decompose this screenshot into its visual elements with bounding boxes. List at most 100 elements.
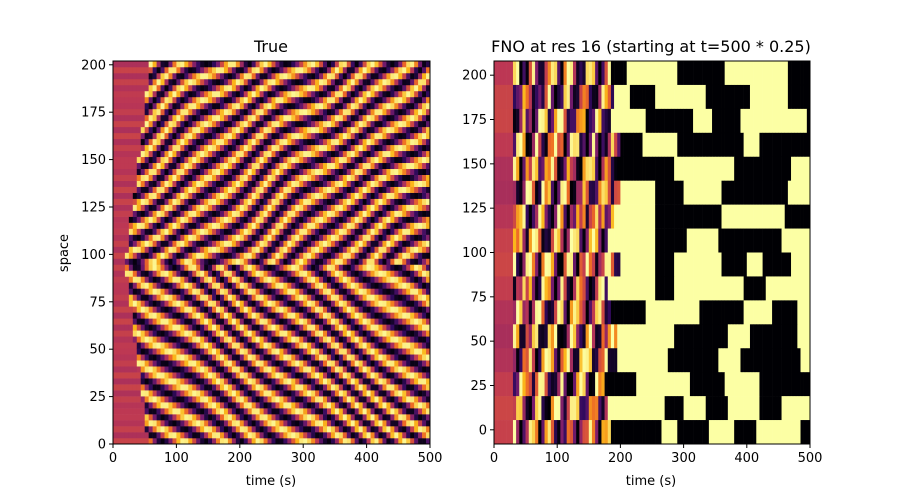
true-heatmap-cell — [204, 270, 208, 276]
true-heatmap-cell — [268, 324, 272, 330]
true-heatmap-cell — [172, 217, 176, 223]
true-heatmap-cell — [315, 241, 319, 247]
true-heatmap-cell — [121, 79, 125, 85]
true-heatmap-cell — [359, 127, 363, 133]
true-heatmap-cell — [121, 300, 125, 306]
true-heatmap-cell — [216, 163, 220, 169]
true-heatmap-cell — [165, 199, 169, 205]
true-heatmap-cell — [311, 139, 315, 145]
true-heatmap-cell — [367, 420, 371, 426]
true-heatmap-cell — [133, 342, 137, 348]
true-heatmap-cell — [291, 193, 295, 199]
true-heatmap-cell — [287, 217, 291, 223]
true-heatmap-cell — [232, 169, 236, 175]
true-heatmap-cell — [331, 420, 335, 426]
true-heatmap-cell — [141, 408, 145, 414]
true-heatmap-cell — [268, 384, 272, 390]
true-heatmap-cell — [418, 432, 422, 438]
true-heatmap-cell — [224, 145, 228, 151]
true-heatmap-cell — [347, 229, 351, 235]
true-heatmap-cell — [319, 366, 323, 372]
true-heatmap-cell — [208, 420, 212, 426]
true-heatmap-cell — [283, 294, 287, 300]
true-heatmap-cell — [149, 247, 153, 253]
true-heatmap-cell — [291, 211, 295, 217]
true-heatmap-cell — [268, 91, 272, 97]
true-heatmap-cell — [216, 103, 220, 109]
true-heatmap-cell — [212, 390, 216, 396]
true-heatmap-cell — [371, 115, 375, 121]
true-heatmap-cell — [406, 67, 410, 73]
true-heatmap-cell — [398, 109, 402, 115]
true-heatmap-cell — [291, 342, 295, 348]
true-heatmap-cell — [291, 282, 295, 288]
true-heatmap-cell — [275, 169, 279, 175]
true-heatmap-cell — [375, 205, 379, 211]
true-heatmap-cell — [192, 163, 196, 169]
true-heatmap-cell — [248, 85, 252, 91]
true-heatmap-cell — [382, 396, 386, 402]
true-heatmap-cell — [196, 205, 200, 211]
true-heatmap-cell — [113, 157, 117, 163]
true-heatmap-cell — [283, 181, 287, 187]
true-heatmap-cell — [176, 420, 180, 426]
true-heatmap-cell — [398, 175, 402, 181]
true-heatmap-cell — [129, 300, 133, 306]
true-heatmap-cell — [327, 145, 331, 151]
true-heatmap-cell — [224, 270, 228, 276]
true-heatmap-cell — [351, 91, 355, 97]
true-heatmap-cell — [339, 67, 343, 73]
true-heatmap-cell — [327, 229, 331, 235]
true-heatmap-cell — [184, 282, 188, 288]
true-heatmap-cell — [264, 366, 268, 372]
true-heatmap-cell — [188, 336, 192, 342]
true-heatmap-cell — [133, 187, 137, 193]
true-heatmap-cell — [275, 187, 279, 193]
true-heatmap-cell — [327, 330, 331, 336]
true-heatmap-cell — [232, 306, 236, 312]
true-heatmap-cell — [212, 318, 216, 324]
true-heatmap-cell — [363, 247, 367, 253]
true-heatmap-cell — [200, 426, 204, 432]
true-heatmap-cell — [196, 270, 200, 276]
true-heatmap-cell — [133, 199, 137, 205]
true-heatmap-cell — [129, 235, 133, 241]
true-heatmap-cell — [378, 420, 382, 426]
true-heatmap-cell — [244, 408, 248, 414]
true-heatmap-cell — [157, 205, 161, 211]
true-heatmap-cell — [303, 282, 307, 288]
true-heatmap-cell — [176, 163, 180, 169]
true-heatmap-cell — [414, 121, 418, 127]
true-heatmap-cell — [256, 324, 260, 330]
true-heatmap-cell — [196, 276, 200, 282]
true-heatmap-cell — [418, 336, 422, 342]
true-heatmap-cell — [339, 294, 343, 300]
true-heatmap-cell — [153, 330, 157, 336]
true-heatmap-cell — [252, 384, 256, 390]
true-heatmap-cell — [279, 342, 283, 348]
true-heatmap-cell — [256, 229, 260, 235]
true-heatmap-cell — [125, 145, 129, 151]
true-heatmap-cell — [220, 348, 224, 354]
true-heatmap-cell — [224, 235, 228, 241]
true-heatmap-cell — [204, 342, 208, 348]
true-heatmap-cell — [172, 241, 176, 247]
true-heatmap-cell — [367, 73, 371, 79]
true-heatmap-cell — [161, 211, 165, 217]
true-heatmap-cell — [260, 199, 264, 205]
true-heatmap-cell — [275, 97, 279, 103]
true-heatmap-cell — [256, 79, 260, 85]
true-heatmap-cell — [359, 384, 363, 390]
true-heatmap-cell — [275, 61, 279, 67]
true-heatmap-cell — [307, 181, 311, 187]
true-heatmap-cell — [149, 396, 153, 402]
true-heatmap-cell — [137, 366, 141, 372]
true-heatmap-cell — [414, 354, 418, 360]
true-heatmap-cell — [272, 306, 276, 312]
true-heatmap-cell — [220, 253, 224, 259]
true-heatmap-cell — [244, 217, 248, 223]
true-heatmap-cell — [359, 217, 363, 223]
true-heatmap-cell — [141, 378, 145, 384]
true-heatmap-cell — [272, 390, 276, 396]
true-heatmap-cell — [236, 288, 240, 294]
